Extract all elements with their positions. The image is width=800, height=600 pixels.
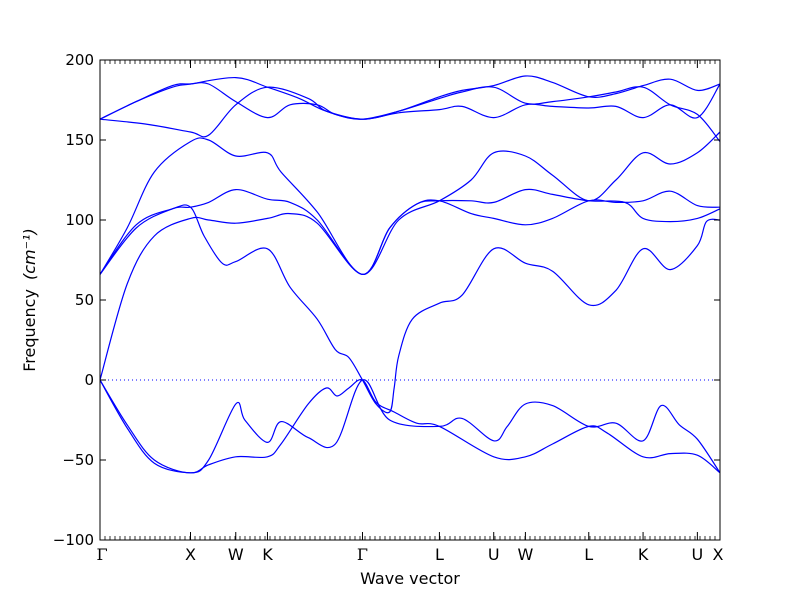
y-tick-label: 150 (65, 131, 94, 149)
band-line-9 (99, 76, 721, 120)
band-line-8 (99, 82, 721, 142)
band-line-2 (99, 378, 721, 474)
band-line-4 (99, 188, 721, 276)
band-line-5 (99, 204, 721, 414)
x-tick-label: L (435, 545, 444, 564)
band-line-6 (99, 131, 721, 276)
y-tick-label: −100 (53, 531, 94, 549)
y-axis-title: Frequency (cm⁻¹) (20, 228, 39, 371)
y-tick-label: 200 (65, 51, 94, 69)
x-tick-label: W (228, 545, 244, 564)
x-tick-label: Γ (357, 545, 368, 564)
x-tick-label: U (692, 545, 704, 564)
y-tick-label: −50 (62, 451, 94, 469)
x-tick-label: Γ (96, 545, 107, 564)
plot-area (100, 60, 720, 540)
band-line-7 (99, 75, 721, 138)
x-tick-label: X (185, 545, 196, 564)
plot-frame (99, 59, 721, 541)
y-axis-unit: (cm⁻¹) (20, 228, 39, 280)
x-tick-label: X (713, 545, 724, 564)
series-layer (99, 75, 721, 474)
y-axis-title-text: Frequency (20, 289, 39, 372)
x-tick-label: U (488, 545, 500, 564)
y-tick-label: 50 (75, 291, 94, 309)
x-tick-label: K (262, 545, 273, 564)
x-tick-label: K (638, 545, 649, 564)
x-tick-label: W (517, 545, 533, 564)
y-tick-label: 0 (84, 371, 94, 389)
x-axis-title: Wave vector (360, 569, 460, 588)
y-axis-ticks: 200 150 100 50 0 −50 −100 (53, 51, 720, 549)
x-tick-label: L (584, 545, 593, 564)
y-tick-label: 100 (65, 211, 94, 229)
band-line-1 (99, 379, 721, 474)
